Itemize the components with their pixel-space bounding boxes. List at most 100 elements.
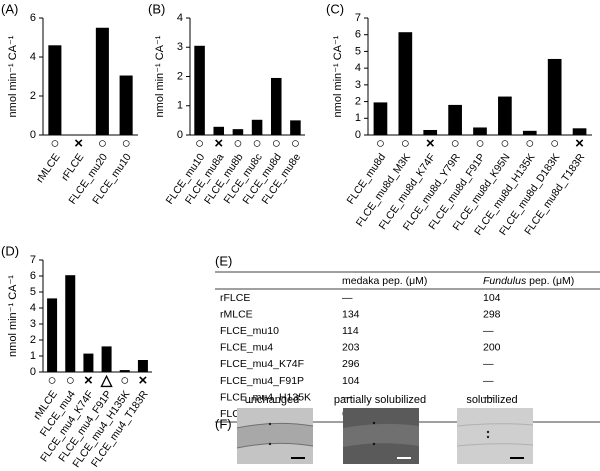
bar bbox=[251, 119, 263, 135]
marker-symbol: × bbox=[139, 372, 148, 389]
table-cell: 104 bbox=[342, 375, 360, 387]
bar bbox=[232, 129, 244, 135]
table-cell: — bbox=[342, 391, 353, 403]
bar bbox=[47, 298, 58, 372]
y-tick-label: 2 bbox=[30, 334, 36, 346]
marker-symbol: ○ bbox=[233, 135, 242, 152]
y-tick-label: 4 bbox=[30, 51, 36, 63]
table-cell: FLCE_mu4 bbox=[220, 342, 273, 354]
y-tick-label: 3 bbox=[355, 79, 361, 91]
x-tick-label: rMLCE bbox=[34, 151, 63, 185]
table-header: Fundulus pep. (μM) bbox=[483, 275, 574, 287]
marker-symbol: ○ bbox=[253, 135, 262, 152]
marker-symbol: ○ bbox=[376, 135, 385, 152]
marker-symbol: ○ bbox=[50, 135, 59, 152]
table-cell: 104 bbox=[483, 292, 501, 304]
bar bbox=[101, 346, 112, 372]
y-tick-label: 0 bbox=[355, 129, 361, 141]
marker-symbol: ○ bbox=[475, 135, 484, 152]
bar bbox=[423, 129, 438, 135]
marker-symbol: ○ bbox=[550, 135, 559, 152]
marker-symbol: × bbox=[575, 135, 584, 152]
image-label: partially solubilized bbox=[334, 394, 426, 406]
bar bbox=[473, 127, 487, 135]
bar bbox=[213, 126, 225, 135]
image-label: unchanged bbox=[245, 394, 299, 406]
bar bbox=[572, 128, 587, 135]
marker-symbol: ○ bbox=[500, 135, 509, 152]
y-tick-label: 3 bbox=[177, 41, 183, 53]
y-tick-label: 4 bbox=[355, 62, 361, 74]
micrograph bbox=[343, 408, 419, 464]
y-tick-label: 7 bbox=[30, 254, 36, 266]
panel-label: (B) bbox=[148, 1, 165, 16]
bar bbox=[119, 75, 133, 135]
y-tick-label: 6 bbox=[355, 29, 361, 41]
y-tick-label: 2 bbox=[177, 70, 183, 82]
y-tick-label: 1 bbox=[30, 350, 36, 362]
marker-symbol: ○ bbox=[195, 135, 204, 152]
marker-symbol: ○ bbox=[291, 135, 300, 152]
y-tick-label: 4 bbox=[30, 302, 36, 314]
table-cell: rFLCE bbox=[220, 292, 250, 304]
marker-symbol: ○ bbox=[451, 135, 460, 152]
y-tick-label: 1 bbox=[355, 112, 361, 124]
y-tick-label: 0 bbox=[30, 129, 36, 141]
table-cell: 203 bbox=[342, 342, 360, 354]
y-tick-label: 0 bbox=[30, 366, 36, 378]
bar bbox=[119, 370, 130, 372]
table-cell: FLCE_mu4_H135K bbox=[220, 391, 311, 403]
micrograph bbox=[236, 408, 314, 464]
y-tick-label: 6 bbox=[30, 12, 36, 24]
bar bbox=[95, 27, 109, 135]
y-tick-label: 7 bbox=[355, 12, 361, 24]
bar bbox=[270, 77, 282, 135]
bar bbox=[373, 102, 388, 135]
table-cell: 200 bbox=[483, 342, 501, 354]
bar bbox=[194, 45, 205, 135]
marker-symbol: × bbox=[426, 135, 435, 152]
y-tick-label: 1 bbox=[177, 100, 183, 112]
y-tick-label: 2 bbox=[30, 90, 36, 102]
marker-symbol: ○ bbox=[525, 135, 534, 152]
bar bbox=[48, 45, 62, 135]
marker-symbol: ○ bbox=[48, 372, 57, 389]
table-cell: — bbox=[483, 358, 494, 370]
marker-symbol: ○ bbox=[120, 372, 129, 389]
table-cell: — bbox=[483, 391, 494, 403]
marker-symbol: × bbox=[214, 135, 223, 152]
y-axis-title: nmol min⁻¹ CA⁻¹ bbox=[7, 35, 19, 117]
y-tick-label: 5 bbox=[355, 45, 361, 57]
marker-symbol: ○ bbox=[98, 135, 107, 152]
table-cell: FLCE_mu4_K74F bbox=[220, 358, 304, 370]
y-axis-title: nmol min⁻¹ CA⁻¹ bbox=[154, 35, 166, 117]
y-tick-label: 3 bbox=[30, 318, 36, 330]
panel-label: (A) bbox=[1, 1, 18, 16]
table-cell: 296 bbox=[342, 358, 360, 370]
y-axis-title: nmol min⁻¹ CA⁻¹ bbox=[7, 275, 19, 357]
table-header: Fundulus bbox=[483, 275, 527, 287]
bar bbox=[290, 120, 301, 135]
table-cell: — bbox=[342, 292, 353, 304]
image-label: solubilized bbox=[466, 394, 517, 406]
micrograph bbox=[456, 408, 534, 464]
table-cell: 134 bbox=[342, 308, 360, 320]
marker-symbol: ○ bbox=[401, 135, 410, 152]
table-cell: 114 bbox=[342, 325, 359, 337]
bar bbox=[83, 353, 94, 372]
table-cell: 298 bbox=[483, 308, 501, 320]
marker-symbol: △ bbox=[100, 372, 113, 389]
panel-label: (E) bbox=[215, 253, 232, 268]
bar bbox=[522, 130, 537, 135]
bar bbox=[398, 32, 413, 136]
table-cell: — bbox=[483, 325, 494, 337]
bar bbox=[65, 275, 76, 372]
bar bbox=[137, 360, 148, 372]
bar bbox=[448, 104, 462, 135]
y-tick-label: 4 bbox=[177, 12, 183, 24]
panel-label: (F) bbox=[215, 416, 232, 431]
y-tick-label: 2 bbox=[355, 95, 361, 107]
panel-label: (C) bbox=[326, 1, 344, 16]
bar bbox=[547, 58, 562, 136]
marker-symbol: × bbox=[74, 135, 83, 152]
